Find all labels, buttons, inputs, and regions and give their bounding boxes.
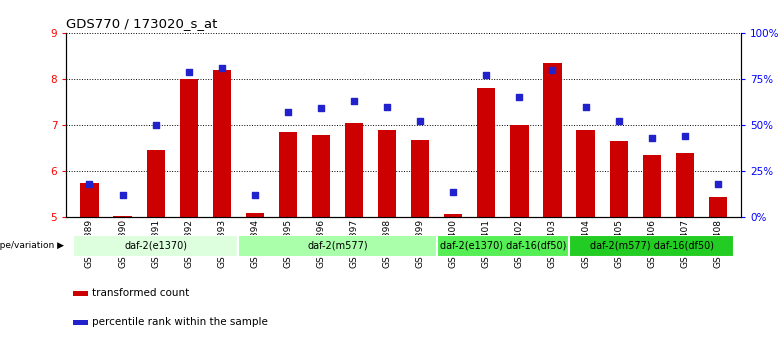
Bar	[73, 291, 88, 296]
Bar	[569, 235, 735, 257]
Point	[711, 181, 724, 187]
Bar	[238, 235, 437, 257]
Bar	[213, 70, 231, 217]
Bar	[278, 132, 297, 217]
Bar	[73, 320, 88, 325]
Bar	[113, 216, 132, 217]
Bar	[544, 63, 562, 217]
Bar	[345, 123, 363, 217]
Point	[282, 109, 294, 115]
Bar	[437, 235, 569, 257]
Text: percentile rank within the sample: percentile rank within the sample	[92, 317, 268, 327]
Text: genotype/variation ▶: genotype/variation ▶	[0, 241, 64, 250]
Point	[414, 119, 427, 124]
Bar	[378, 130, 396, 217]
Point	[679, 134, 691, 139]
Point	[513, 95, 526, 100]
Point	[183, 69, 195, 74]
Bar	[643, 155, 661, 217]
Point	[348, 98, 360, 104]
Text: transformed count: transformed count	[92, 288, 190, 298]
Bar	[444, 214, 463, 217]
Point	[646, 135, 658, 141]
Point	[249, 193, 261, 198]
Point	[546, 67, 558, 72]
Text: daf-2(m577): daf-2(m577)	[307, 241, 368, 251]
Bar	[411, 140, 429, 217]
Text: daf-2(m577) daf-16(df50): daf-2(m577) daf-16(df50)	[590, 241, 714, 251]
Bar	[312, 135, 330, 217]
Point	[149, 122, 161, 128]
Point	[215, 65, 228, 71]
Bar	[246, 213, 264, 217]
Bar	[510, 125, 529, 217]
Point	[447, 189, 459, 194]
Bar	[147, 150, 165, 217]
Text: daf-2(e1370) daf-16(df50): daf-2(e1370) daf-16(df50)	[440, 241, 566, 251]
Text: daf-2(e1370): daf-2(e1370)	[124, 241, 187, 251]
Bar	[73, 235, 238, 257]
Point	[480, 72, 493, 78]
Bar	[609, 141, 628, 217]
Point	[116, 193, 129, 198]
Point	[381, 104, 393, 109]
Point	[314, 106, 327, 111]
Bar	[576, 130, 594, 217]
Bar	[80, 183, 98, 217]
Bar	[477, 88, 495, 217]
Bar	[675, 153, 694, 217]
Point	[83, 181, 96, 187]
Point	[580, 104, 592, 109]
Point	[612, 119, 625, 124]
Bar	[709, 197, 727, 217]
Text: GDS770 / 173020_s_at: GDS770 / 173020_s_at	[66, 17, 218, 30]
Bar	[179, 79, 198, 217]
